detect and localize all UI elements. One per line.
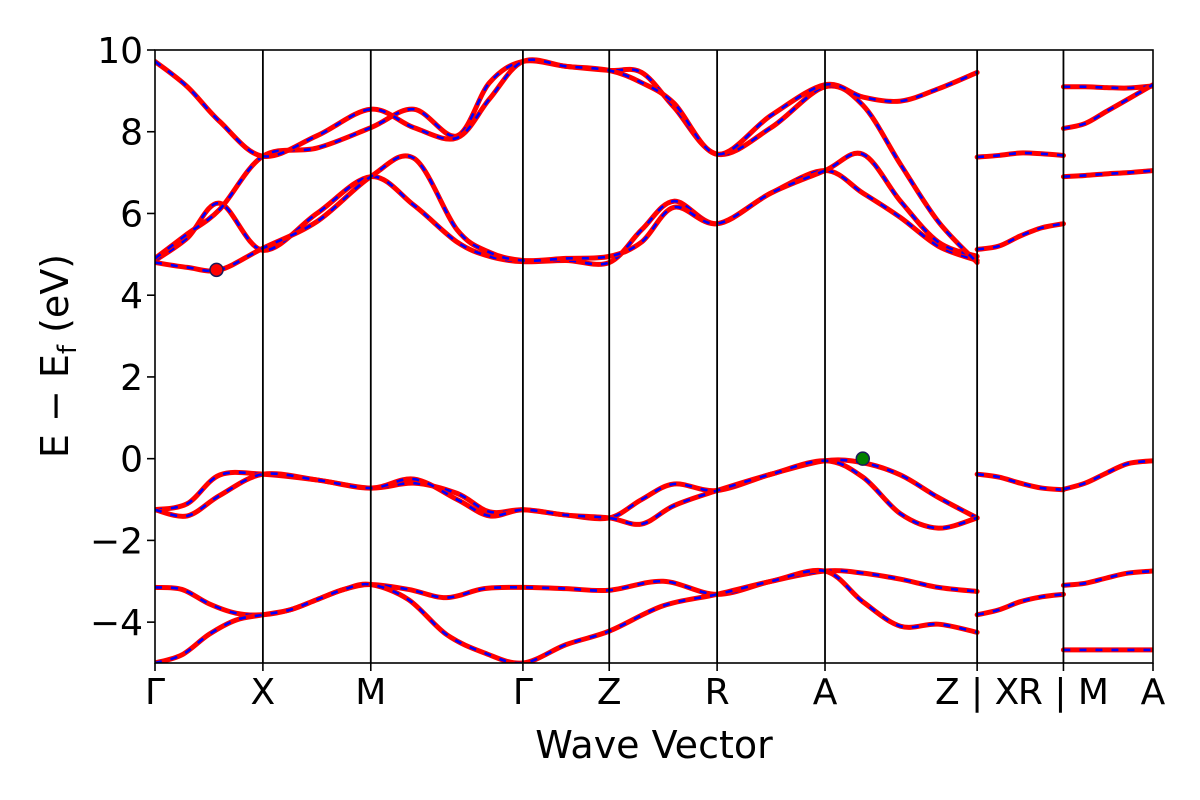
- cbm-marker: [209, 262, 224, 278]
- band-spin-down-3: [155, 459, 978, 530]
- band-spin-down-7: [155, 58, 978, 158]
- band-spin-up-14: [1060, 168, 1153, 180]
- band-spin-up-12: [1060, 83, 1153, 91]
- band-spin-up-10: [974, 471, 1066, 493]
- band-spin-down-1: [155, 569, 978, 663]
- y-axis-label: E − Ef (eV): [33, 254, 83, 458]
- x-tick-label-0: Γ: [145, 672, 165, 713]
- band-spin-down-13: [1063, 83, 1153, 130]
- x-axis-label: Wave Vector: [535, 723, 773, 767]
- y-tick-label-3: 2: [120, 358, 143, 399]
- band-spin-down-0: [155, 569, 978, 617]
- band-spin-up-9: [974, 221, 1066, 252]
- y-axis-label-sub: f: [53, 344, 83, 354]
- y-axis-ticks: −4 −2 0 2 4 6 8 10: [90, 31, 155, 644]
- bands-layer: [155, 57, 1153, 663]
- vbm-marker: [855, 451, 871, 466]
- x-tick-label-9: A: [1141, 672, 1166, 713]
- x-tick-label-1: X: [251, 672, 276, 713]
- x-tick-label-2: M: [355, 672, 386, 713]
- y-tick-label-2: 0: [120, 440, 143, 481]
- kpoint-lines: [261, 50, 1065, 663]
- y-tick-label-7: 10: [97, 31, 143, 72]
- band-spin-up-16: [1060, 568, 1153, 588]
- y-tick-label-0: −4: [90, 603, 143, 644]
- x-axis-ticks: Γ X M Γ Z R A Z | XR | M A: [145, 663, 1166, 713]
- band-spin-up-1: [155, 567, 980, 663]
- band-spin-up-15: [1060, 458, 1153, 492]
- y-axis-label-tail: (eV): [33, 254, 77, 345]
- y-axis-label-main: E − E: [33, 354, 77, 458]
- x-tick-label-6: A: [813, 672, 838, 713]
- y-tick-label-5: 6: [120, 194, 143, 235]
- band-spin-up-8: [974, 150, 1066, 160]
- plot-frame: [154, 49, 1154, 664]
- extrema-markers: [209, 262, 871, 466]
- x-tick-label-3: Γ: [513, 672, 533, 713]
- y-tick-label-6: 8: [120, 113, 143, 154]
- band-spin-up-11: [974, 591, 1066, 618]
- band-spin-up-4: [155, 168, 980, 267]
- band-spin-down-4: [155, 169, 978, 266]
- band-spin-down-5: [155, 151, 978, 273]
- x-tick-label-8: R | M: [1018, 672, 1109, 713]
- band-spin-up-5: [155, 150, 980, 274]
- y-tick-label-1: −2: [90, 521, 143, 562]
- x-tick-label-5: R: [705, 672, 730, 713]
- y-tick-label-4: 4: [120, 276, 143, 317]
- x-tick-label-4: Z: [597, 672, 622, 713]
- band-spin-up-7: [155, 57, 980, 159]
- x-tick-label-7: Z | X: [935, 672, 1019, 713]
